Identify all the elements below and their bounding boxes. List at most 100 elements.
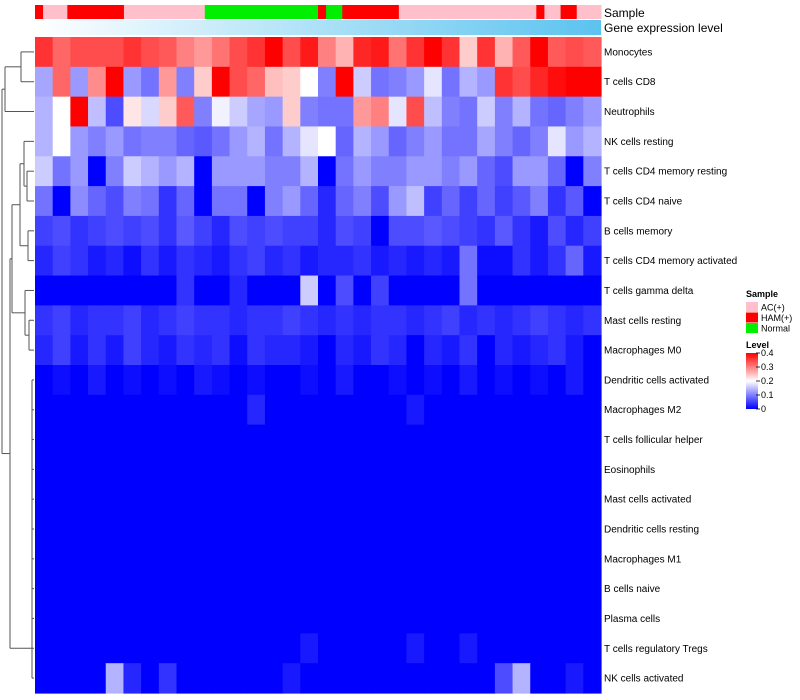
sample-annotation-cell (212, 5, 222, 19)
row-label: Monocytes (604, 47, 652, 58)
heatmap-cell (194, 305, 213, 336)
heatmap-cell (565, 275, 584, 306)
heatmap-cell (282, 96, 301, 128)
heatmap-cell (176, 633, 195, 664)
heatmap-cell (247, 365, 266, 396)
heatmap-cell (565, 663, 584, 694)
heatmap-cell (70, 245, 89, 277)
heatmap-cell (176, 275, 195, 306)
heatmap-cell (388, 663, 408, 694)
heatmap-cell (477, 96, 496, 128)
heatmap-cell (547, 305, 567, 336)
heatmap-cell (35, 186, 54, 217)
sample-annotation-cell (487, 5, 497, 19)
heatmap-cell (247, 603, 266, 634)
heatmap-cell (70, 126, 89, 157)
heatmap-cell (530, 514, 549, 545)
heatmap-cell (52, 514, 71, 545)
heatmap-cell (52, 365, 71, 396)
heatmap-cell (52, 633, 71, 664)
sample-annotation-cell (447, 5, 456, 19)
heatmap-cell (247, 186, 266, 217)
heatmap-cell (123, 633, 142, 664)
heatmap-cell (512, 514, 531, 545)
heatmap-cell (530, 335, 549, 366)
heatmap-cell (247, 275, 266, 306)
legend-label: HAM(+) (761, 313, 792, 323)
heatmap-cell (88, 335, 107, 366)
heatmap-cell (406, 365, 425, 396)
heatmap-cell (158, 335, 178, 366)
row-label: Macrophages M2 (604, 405, 682, 416)
row-label: Plasma cells (604, 614, 660, 625)
heatmap-cell (247, 663, 266, 694)
heatmap-cell (512, 633, 531, 664)
heatmap-cell (335, 514, 354, 545)
heatmap-cell (247, 37, 266, 68)
heatmap-cell (52, 603, 71, 634)
heatmap-cell (583, 514, 602, 545)
heatmap-cell (388, 603, 408, 634)
heatmap-cell (176, 603, 195, 634)
heatmap-cell (441, 573, 461, 605)
sample-annotation-cell (455, 5, 465, 19)
heatmap-cell (52, 573, 71, 605)
heatmap-cell (35, 484, 54, 515)
heatmap-cell (52, 245, 71, 277)
heatmap-cell (123, 305, 142, 336)
heatmap-cell (335, 484, 354, 515)
heatmap-cell (477, 633, 496, 664)
heatmap-cell (282, 186, 301, 217)
heatmap-cell (211, 454, 231, 485)
heatmap-cell (123, 365, 142, 396)
heatmap-cell (424, 156, 443, 187)
heatmap-cell (70, 156, 89, 187)
heatmap-cell (70, 305, 89, 336)
heatmap-cell (300, 394, 319, 426)
heatmap-cell (229, 603, 248, 634)
heatmap-cell (70, 365, 89, 396)
heatmap-cell (441, 603, 461, 634)
heatmap-cell (52, 156, 71, 187)
heatmap-cell (512, 454, 531, 485)
heatmap-cell (52, 126, 71, 157)
heatmap-cell (512, 424, 531, 456)
heatmap-cell (565, 245, 584, 277)
heatmap-cell (353, 573, 372, 605)
heatmap-cell (105, 126, 125, 157)
heatmap-cell (264, 394, 284, 426)
heatmap-cell (494, 126, 514, 157)
sample-annotation-cell (156, 5, 165, 19)
heatmap-cell (335, 573, 354, 605)
heatmap-cell (247, 156, 266, 187)
heatmap-cell (424, 454, 443, 485)
heatmap-cell (158, 633, 178, 664)
sample-annotation-cell (342, 5, 351, 19)
heatmap-cell (35, 305, 54, 336)
heatmap-cell (459, 603, 478, 634)
sample-annotation-cell (326, 5, 335, 19)
sample-annotation-cell (423, 5, 432, 19)
heatmap-cell (176, 543, 195, 575)
heatmap-cell (264, 96, 284, 128)
heatmap-cell (388, 335, 408, 366)
heatmap-cell (565, 156, 584, 187)
heatmap-cell (158, 454, 178, 485)
heatmap-cell (565, 514, 584, 545)
heatmap-cell (459, 126, 478, 157)
heatmap-cell (176, 424, 195, 456)
heatmap-cell (211, 156, 231, 187)
heatmap-cell (335, 663, 354, 694)
heatmap-cell (353, 365, 372, 396)
heatmap-cell (35, 126, 54, 157)
heatmap-cell (547, 633, 567, 664)
heatmap-cell (371, 394, 390, 426)
sample-annotation-cell (406, 5, 416, 19)
heatmap-cell (388, 66, 408, 98)
heatmap-cell (353, 454, 372, 485)
heatmap-cell (141, 126, 160, 157)
sample-annotation-cell (51, 5, 60, 19)
heatmap-cell (52, 335, 71, 366)
row-label: Dendritic cells resting (604, 525, 699, 536)
